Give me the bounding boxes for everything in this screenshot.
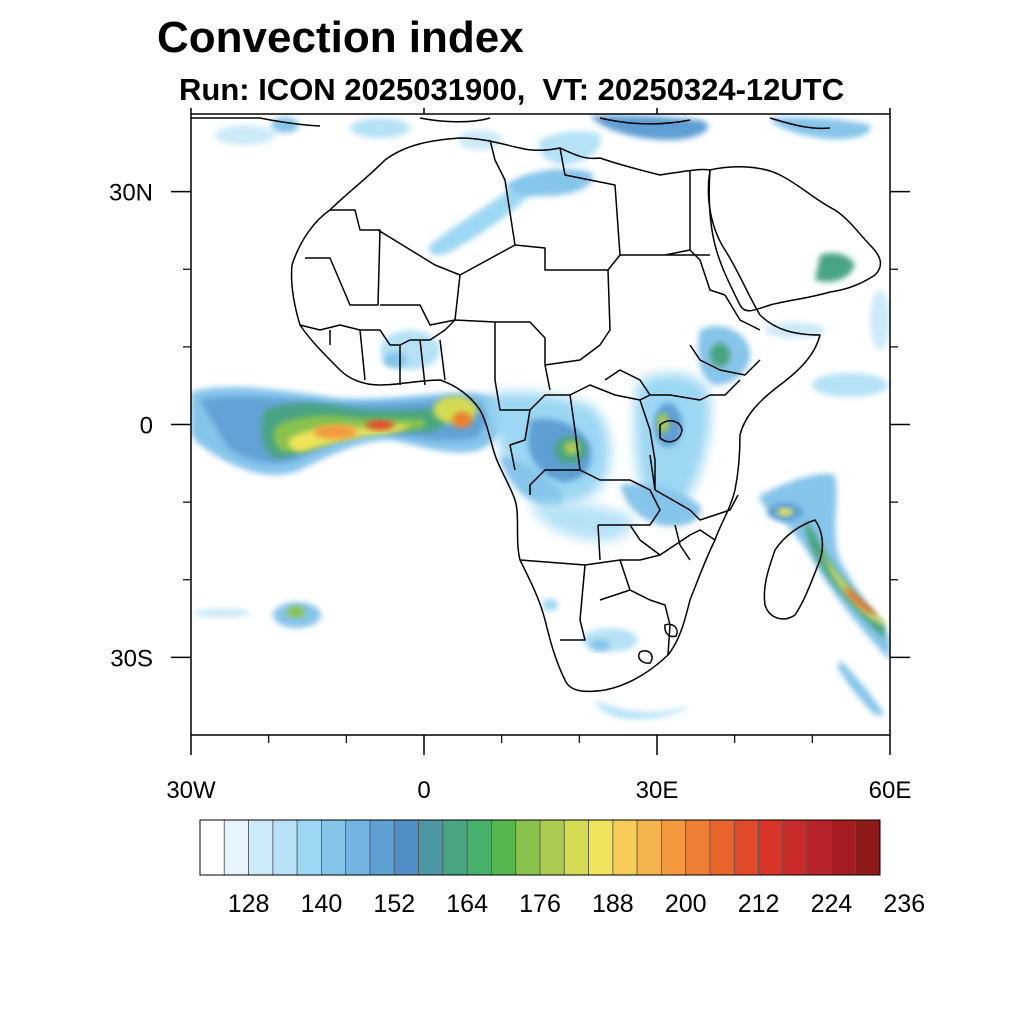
colorbar-label: 224: [811, 890, 853, 918]
europe-coast: [191, 117, 831, 130]
colorbar-swatch: [393, 819, 419, 876]
country-borders-north: [305, 139, 726, 366]
lakes: [638, 420, 691, 664]
colorbar-frame: [199, 819, 881, 876]
colorbar-swatch: [345, 819, 371, 876]
colorbar-swatch: [296, 819, 322, 876]
colorbar-swatch: [466, 819, 492, 876]
colorbar-swatch: [733, 819, 759, 876]
field-equatorial-band: [191, 386, 508, 475]
colorbar-label: 200: [665, 890, 707, 918]
chart-subtitle: Run: ICON 2025031900, VT: 20250324-12UTC: [179, 72, 845, 107]
lon-tick-label: 30W: [166, 777, 216, 804]
colorbar-swatch: [806, 819, 832, 876]
colorbar-label: 164: [446, 890, 488, 918]
colorbar-swatch: [442, 819, 468, 876]
colorbar-swatch: [223, 819, 249, 876]
map-axes: 30W 0 30E 60E 30N 0 30S: [109, 108, 911, 804]
lon-tick-label: 0: [417, 777, 430, 804]
lon-tick-label: 60E: [869, 777, 912, 804]
colorbar-swatch: [612, 819, 638, 876]
colorbar-swatch: [685, 819, 711, 876]
colorbar-swatch: [539, 819, 565, 876]
colorbar-swatch: [709, 819, 735, 876]
arabian-peninsula: [708, 165, 882, 312]
colorbar-label: 188: [592, 890, 634, 918]
colorbar-swatch: [758, 819, 784, 876]
colorbar-label: 212: [738, 890, 780, 918]
lat-tick-label: 30N: [109, 180, 153, 207]
field-central-africa: [489, 392, 633, 541]
country-borders-west: [299, 319, 456, 386]
lon-tick-label: 30E: [636, 777, 679, 804]
colorbar-swatch: [515, 819, 541, 876]
lat-tick-label: 30S: [110, 645, 153, 672]
field-madagascar: [759, 473, 890, 715]
country-borders-south: [519, 489, 739, 656]
colorbar-label: 176: [519, 890, 561, 918]
colorbar-swatch: [248, 819, 274, 876]
colorbar-swatch: [199, 819, 225, 876]
africa-coastline: [290, 137, 821, 693]
colorbar-swatch: [855, 819, 881, 876]
colorbar-swatch: [661, 819, 687, 876]
colorbar-swatch: [369, 819, 395, 876]
colorbar-swatch: [588, 819, 614, 876]
colorbar-label: 236: [883, 890, 925, 918]
colorbar-swatch: [831, 819, 857, 876]
colorbar-label: 152: [373, 890, 415, 918]
chart-title: Convection index: [157, 13, 524, 62]
colorbar-label: 140: [301, 890, 343, 918]
colorbar-swatch: [418, 819, 444, 876]
colorbar-swatch: [782, 819, 808, 876]
colorbar-swatch: [272, 819, 298, 876]
coastlines-and-borders: [191, 117, 882, 693]
colorbar: 128 140 152 164 176 188 200 212 224 236: [199, 819, 925, 918]
colorbar-swatch: [563, 819, 589, 876]
colorbar-swatch: [491, 819, 517, 876]
colorbar-label: 128: [228, 890, 270, 918]
country-borders-central: [494, 294, 761, 526]
field-south-atlantic-cell: [194, 602, 321, 628]
madagascar: [763, 519, 824, 620]
colorbar-swatch: [636, 819, 662, 876]
lat-tick-label: 0: [140, 413, 153, 440]
colorbar-swatch: [321, 819, 347, 876]
field-southern-africa: [542, 599, 690, 720]
